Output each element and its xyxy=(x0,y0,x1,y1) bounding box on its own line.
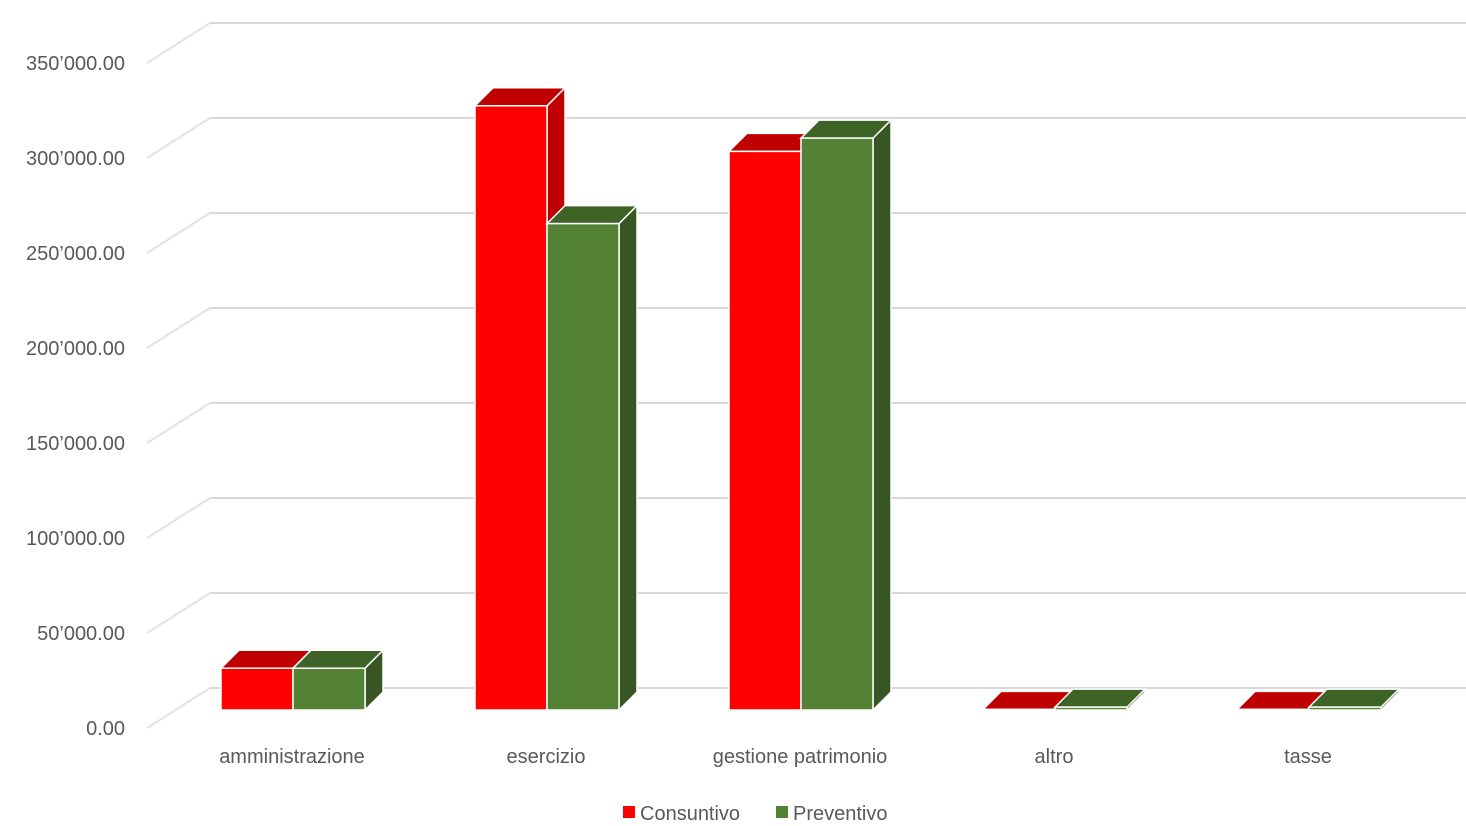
gridline-diagonal xyxy=(146,592,211,634)
bar-side xyxy=(618,203,638,712)
x-tick-label: tasse xyxy=(1284,746,1332,768)
legend-swatch xyxy=(776,806,788,818)
bar-front xyxy=(1236,708,1310,711)
legend-item-consuntivo: Consuntivo xyxy=(623,803,740,825)
legend-label: Consuntivo xyxy=(640,803,740,825)
x-tick-label: gestione patrimonio xyxy=(713,746,888,768)
y-tick-label: 300’000.00 xyxy=(26,148,125,170)
gridline-diagonal xyxy=(146,497,211,539)
gridline-diagonal xyxy=(146,687,211,729)
bar-front xyxy=(546,222,620,711)
bar-front xyxy=(982,708,1056,711)
gridline-diagonal xyxy=(146,402,211,444)
bar-preventivo-gestione-patrimonio xyxy=(799,118,893,712)
bar-preventivo-altro xyxy=(1053,687,1147,712)
bar-front xyxy=(800,137,874,711)
y-tick-label: 150’000.00 xyxy=(26,433,125,455)
x-axis-ticks: amministrazione esercizio gestione patrimo… xyxy=(219,746,1332,768)
gridline-diagonal xyxy=(146,117,211,159)
y-tick-label: 200’000.00 xyxy=(26,338,125,360)
bar-preventivo-esercizio xyxy=(545,203,639,712)
y-axis-ticks: 0.00 50’000.00 100’000.00 150’000.00 200’000… xyxy=(26,53,125,740)
bar-preventivo-tasse xyxy=(1307,687,1401,712)
y-tick-label: 100’000.00 xyxy=(26,528,125,550)
y-tick-label: 0.00 xyxy=(86,718,125,740)
bar-front xyxy=(220,667,294,711)
y-tick-label: 250’000.00 xyxy=(26,243,125,265)
x-tick-label: altro xyxy=(1035,746,1074,768)
bar-side xyxy=(872,118,892,712)
y-tick-label: 350’000.00 xyxy=(26,53,125,75)
bar-front xyxy=(1054,706,1128,711)
bar-front xyxy=(728,150,802,711)
bar-front xyxy=(1308,706,1382,711)
x-tick-label: esercizio xyxy=(507,746,586,768)
gridline-diagonal xyxy=(146,212,211,254)
legend: Consuntivo Preventivo xyxy=(623,803,888,825)
bar-preventivo-amministrazione xyxy=(291,648,385,712)
gridline-diagonal xyxy=(146,307,211,349)
y-tick-label: 50’000.00 xyxy=(37,623,125,645)
legend-swatch xyxy=(623,806,635,818)
bar-front xyxy=(474,105,548,711)
x-tick-label: amministrazione xyxy=(219,746,365,768)
bars xyxy=(219,85,1401,712)
legend-label: Preventivo xyxy=(793,803,888,825)
gridline-diagonal xyxy=(146,22,211,64)
legend-item-preventivo: Preventivo xyxy=(776,803,888,825)
bar-front xyxy=(292,667,366,711)
